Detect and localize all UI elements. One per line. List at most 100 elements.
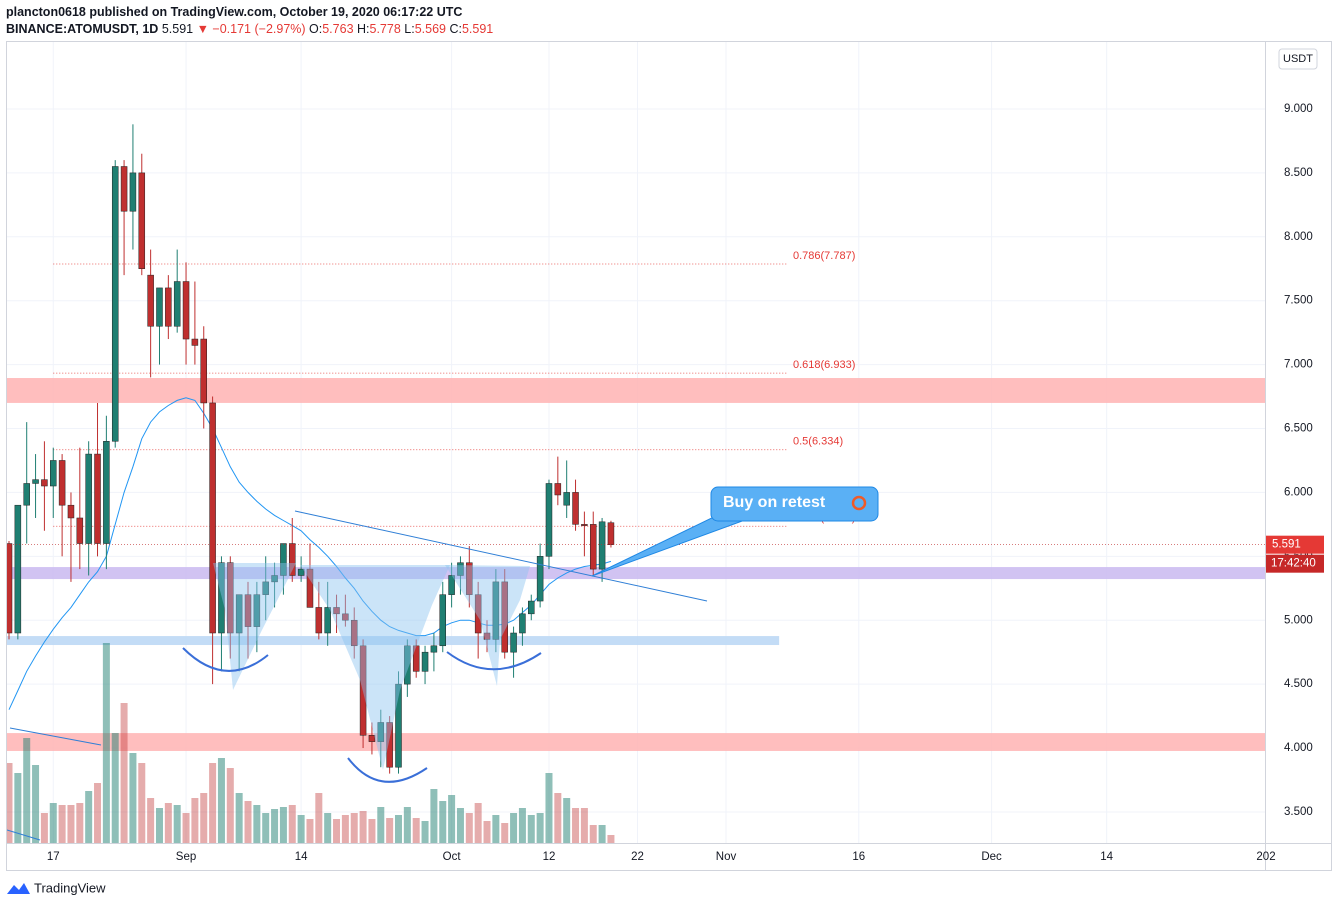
volume-bar [483,821,491,843]
volume-bar [235,793,243,843]
l-label: L: [404,22,415,36]
candle-body [333,607,340,615]
zone [7,378,1265,403]
volume-bar [102,643,110,843]
volume-bar [359,811,367,843]
arc-left [182,647,269,672]
volume-bar [403,807,411,843]
candle-body [41,479,48,487]
currency: USDT [1283,53,1313,65]
volume-bar [315,793,323,843]
y-tick-label: 8.500 [1284,167,1313,179]
candle-body [32,479,39,484]
volume-bar [262,813,270,843]
y-tick-label: 7.000 [1284,359,1313,371]
candle-body [50,460,57,487]
volume-bar [244,801,252,843]
symbol: BINANCE:ATOMUSDT, 1D [6,22,159,36]
volume-bar [333,819,341,843]
volume-bar [164,803,172,843]
o-label: O: [309,22,323,36]
volume-bar [217,758,225,843]
candle-body [209,402,216,634]
right-shoulder [445,565,530,686]
candle-body [377,722,385,742]
candle-body [572,492,579,525]
volume-bar [324,813,332,843]
candle-body [200,338,207,404]
candle-body [554,483,562,496]
volume-bar [182,813,190,843]
volume-bar [430,789,438,843]
c-value: 5.591 [461,22,494,36]
published-line: plancton0618 published on TradingView.co… [6,4,493,21]
candle-body [421,651,429,672]
candle-body [253,594,261,627]
candle-body [474,594,482,634]
y-tick-label: 4.500 [1284,678,1313,690]
volume-bar [448,795,456,843]
volume-bar [288,805,296,843]
candle-body [227,562,234,634]
callout-icon [851,495,867,511]
arc-right [446,651,542,671]
head [300,565,450,770]
volume-bar [572,808,580,843]
x-tick-label: Dec [981,851,1002,863]
candle-body [519,613,526,634]
candle-body [85,453,92,544]
last-price: 5.591 [1272,539,1301,551]
volume-bar [350,813,358,843]
candle-body [466,562,473,595]
volume-bar [94,783,102,843]
candle-body [563,492,570,506]
volume-bar [85,791,93,843]
x-tick-label: 17 [47,851,60,863]
x-tick-label: Oct [443,851,462,863]
zone [7,733,1265,751]
candle-body [395,683,402,768]
volume-bar [32,765,40,843]
x-tick-label: 22 [631,851,644,863]
volume-bar [607,835,615,843]
candle-body [103,441,110,544]
candle-body [439,594,447,647]
candle-body [350,619,358,647]
x-tick-label: 14 [1100,851,1113,863]
candle-body [315,607,323,634]
volume-bar [527,815,535,843]
volume-bar [563,798,571,843]
candle-body [156,287,163,327]
x-tick-label: 12 [543,851,556,863]
candle-body [368,735,376,742]
volume-bar [377,807,385,843]
volume-bar [589,825,597,843]
candle-body [492,581,500,640]
volume-bar [120,703,128,843]
price: 5.591 [161,22,194,36]
candle-body [218,562,225,634]
candle-body [589,524,597,570]
candle-body [120,166,128,212]
candle-body [359,645,367,736]
candle-body [501,581,508,653]
candle-body [545,483,553,557]
candle-body [306,568,314,608]
candle-body [598,521,606,570]
candle-body [386,722,393,768]
trendline [9,727,102,746]
logo-icon [7,883,30,894]
volume-bar [155,808,163,843]
h-label: H: [357,22,370,36]
volume-bar [456,808,464,843]
arc-head [347,757,428,783]
volume-bar [58,805,66,843]
volume-bar [545,773,553,843]
volume-bar [518,808,526,843]
candle-body [289,543,296,576]
candle-body [262,581,269,595]
volume-bar [510,813,518,843]
volume-bar [209,763,217,843]
candle-body [94,453,101,544]
volume-bar [173,805,181,843]
